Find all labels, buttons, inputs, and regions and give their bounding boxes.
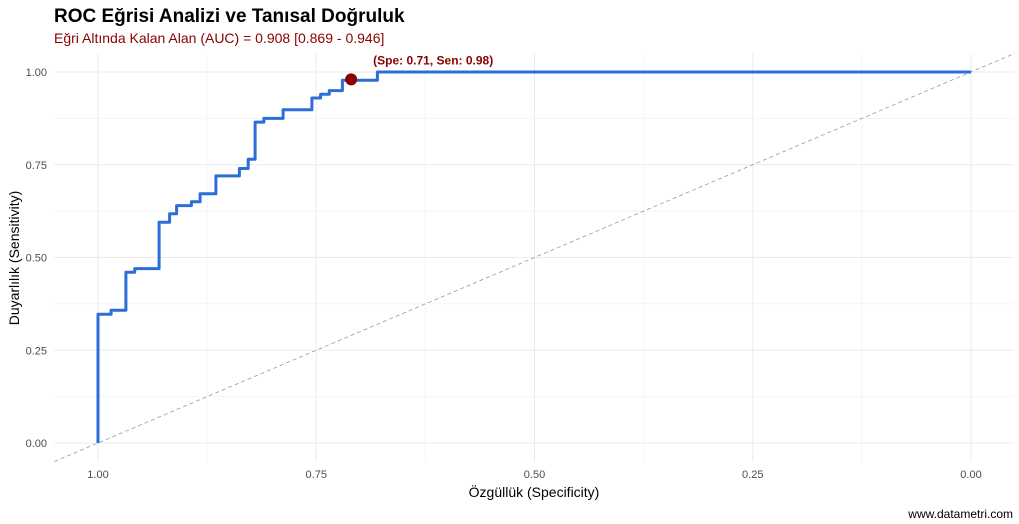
x-axis-ticks: 1.00 0.75 0.50 0.25 0.00 — [87, 469, 981, 481]
y-tick-label: 0.25 — [26, 345, 47, 357]
y-tick-label: 0.50 — [26, 253, 47, 265]
chart-title: ROC Eğrisi Analizi ve Tanısal Doğruluk — [54, 6, 405, 27]
optimal-point-annotation: (Spe: 0.71, Sen: 0.98) — [373, 53, 493, 67]
x-tick-label: 1.00 — [87, 469, 108, 481]
reference-diagonal-line — [54, 53, 1015, 462]
y-axis-ticks: 0.00 0.25 0.50 0.75 1.00 — [26, 67, 47, 450]
chart-subtitle: Eğri Altında Kalan Alan (AUC) = 0.908 [0… — [54, 30, 384, 46]
x-axis-title: Özgüllük (Specificity) — [469, 483, 600, 500]
x-tick-label: 0.00 — [960, 469, 981, 481]
optimal-cutoff-point — [345, 73, 358, 86]
y-tick-label: 0.00 — [26, 438, 47, 450]
source-caption: www.datametri.com — [907, 507, 1013, 521]
x-tick-label: 0.50 — [524, 469, 545, 481]
y-axis-title: Duyarlılık (Sensitivity) — [6, 191, 22, 326]
x-tick-label: 0.25 — [742, 469, 763, 481]
x-tick-label: 0.75 — [306, 469, 327, 481]
y-tick-label: 1.00 — [26, 67, 47, 79]
roc-curve-line — [96, 70, 971, 443]
y-tick-label: 0.75 — [26, 160, 47, 172]
